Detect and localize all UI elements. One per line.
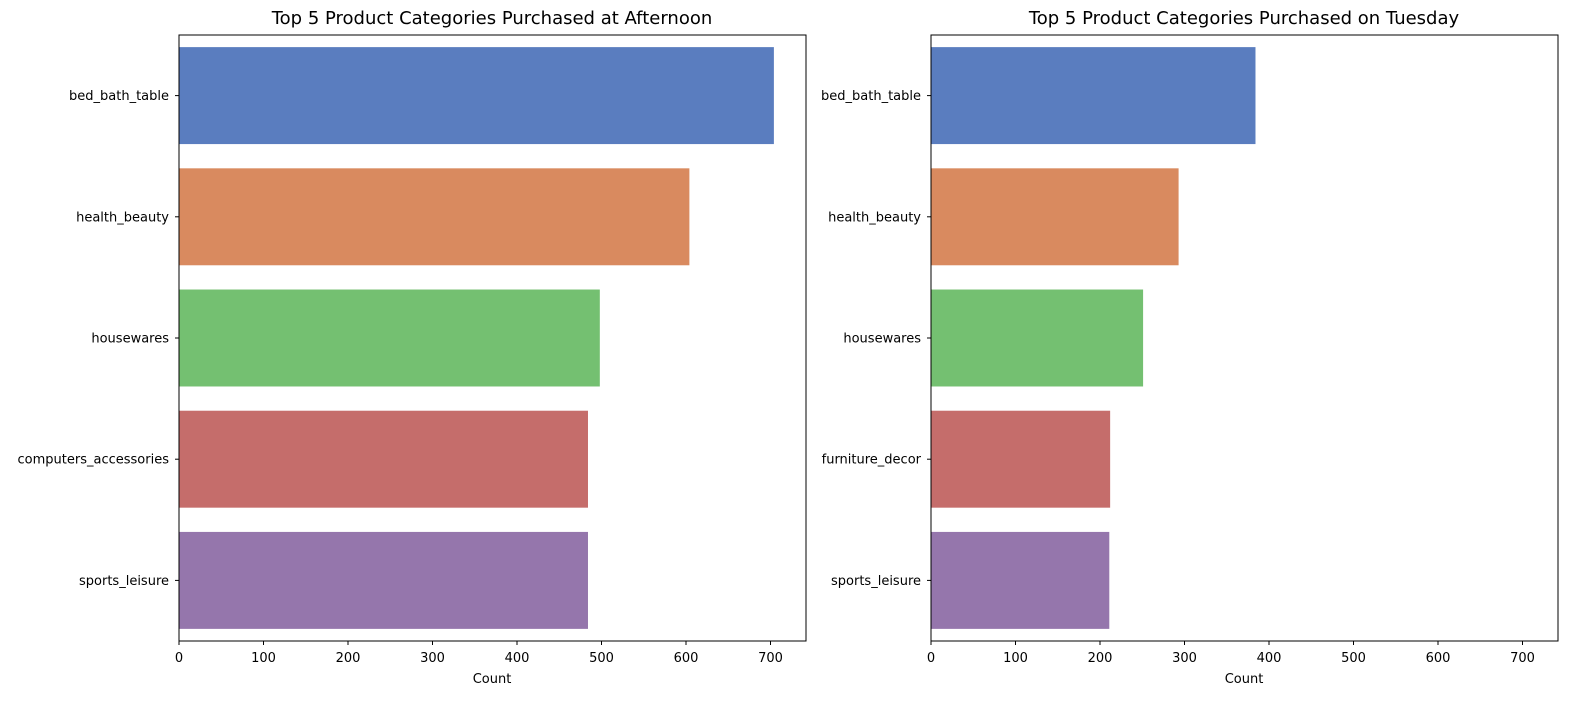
x-tick-label: 200 — [1088, 651, 1113, 666]
category-label: health_beauty — [828, 210, 921, 225]
category-label: computers_accessories — [18, 453, 170, 468]
x-tick-label: 100 — [251, 651, 276, 666]
chart-tuesday: Top 5 Product Categories Purchased on Tu… — [821, 8, 1559, 687]
bar-housewares-afternoon — [179, 289, 600, 387]
bar-bed-bath-table-tuesday — [931, 47, 1256, 145]
category-labels-afternoon: bed_bath_table health_beauty housewares com… — [18, 89, 179, 589]
category-labels-tuesday: bed_bath_table health_beauty housewares fur… — [821, 89, 931, 589]
bar-sports-leisure-afternoon — [179, 531, 588, 629]
x-axis-label-tuesday: Count — [1225, 672, 1264, 687]
category-label: health_beauty — [76, 210, 169, 225]
x-tick-label: 500 — [589, 651, 614, 666]
x-axis-label-afternoon: Count — [473, 672, 512, 687]
bar-health-beauty-afternoon — [179, 168, 690, 266]
x-tick-label: 500 — [1341, 651, 1366, 666]
category-label: sports_leisure — [831, 574, 921, 589]
x-tick-label: 200 — [336, 651, 361, 666]
x-tick-label: 600 — [1426, 651, 1451, 666]
x-tick-label: 0 — [927, 651, 935, 666]
plot-frame-afternoon — [178, 34, 807, 642]
category-label: housewares — [91, 332, 169, 347]
chart-title-afternoon: Top 5 Product Categories Purchased at Af… — [271, 8, 713, 29]
category-label: housewares — [843, 332, 921, 347]
bars-afternoon — [179, 47, 774, 629]
category-label: bed_bath_table — [821, 89, 921, 104]
plot-frame-tuesday — [930, 34, 1559, 642]
x-tick-label: 300 — [420, 651, 445, 666]
x-tick-label: 400 — [1257, 651, 1282, 666]
chart-afternoon: Top 5 Product Categories Purchased at Af… — [18, 8, 807, 687]
chart-title-tuesday: Top 5 Product Categories Purchased on Tu… — [1028, 8, 1460, 29]
x-ticks-afternoon: 0 100 200 300 400 500 600 700 — [175, 641, 783, 666]
bar-housewares-tuesday — [931, 289, 1144, 387]
bar-furniture-decor-tuesday — [931, 410, 1111, 508]
x-tick-label: 600 — [674, 651, 699, 666]
x-tick-label: 0 — [175, 651, 183, 666]
x-tick-label: 400 — [505, 651, 530, 666]
bar-health-beauty-tuesday — [931, 168, 1179, 266]
x-tick-label: 300 — [1172, 651, 1197, 666]
bar-sports-leisure-tuesday — [931, 531, 1110, 629]
bar-bed-bath-table-afternoon — [179, 47, 774, 145]
category-label: bed_bath_table — [69, 89, 169, 104]
x-tick-label: 700 — [1510, 651, 1535, 666]
x-ticks-tuesday: 0 100 200 300 400 500 600 700 — [927, 641, 1535, 666]
x-tick-label: 700 — [758, 651, 783, 666]
category-label: sports_leisure — [79, 574, 169, 589]
bars-tuesday — [931, 47, 1256, 629]
category-label: furniture_decor — [822, 453, 922, 468]
x-tick-label: 100 — [1003, 651, 1028, 666]
bar-computers-accessories-afternoon — [179, 410, 588, 508]
